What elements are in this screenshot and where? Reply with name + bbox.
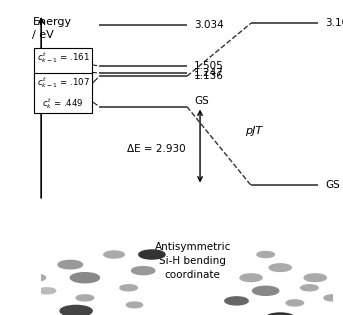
- Text: pJT: pJT: [245, 126, 262, 136]
- Circle shape: [257, 251, 274, 258]
- Circle shape: [131, 266, 155, 275]
- Circle shape: [252, 286, 279, 295]
- Text: / eV: / eV: [32, 30, 54, 40]
- Circle shape: [25, 274, 46, 281]
- Text: Antisymmetric
Si-H bending
coordinate: Antisymmetric Si-H bending coordinate: [155, 243, 231, 280]
- Circle shape: [300, 285, 318, 291]
- Circle shape: [286, 300, 304, 306]
- Circle shape: [240, 274, 262, 282]
- Text: GS: GS: [326, 180, 340, 191]
- Text: 3.108: 3.108: [326, 18, 343, 28]
- Circle shape: [38, 288, 56, 294]
- Text: 1.136: 1.136: [194, 71, 224, 81]
- Text: $c^{t}_{k-1}$ = .107
$c^{t}_{k}$ = .449: $c^{t}_{k-1}$ = .107 $c^{t}_{k}$ = .449: [37, 75, 90, 111]
- Circle shape: [139, 250, 165, 259]
- Circle shape: [324, 295, 341, 301]
- Text: 1.247: 1.247: [194, 68, 224, 78]
- Text: $c^{t}_{k-1}$ = .161
$c^{t}_{k}$ = .233: $c^{t}_{k-1}$ = .161 $c^{t}_{k}$ = .233: [37, 50, 90, 86]
- Circle shape: [269, 264, 291, 272]
- Circle shape: [304, 274, 326, 282]
- Circle shape: [76, 295, 94, 301]
- Text: Energy: Energy: [32, 17, 72, 27]
- Text: 3.034: 3.034: [194, 20, 224, 30]
- Text: 1.505: 1.505: [194, 61, 224, 71]
- Circle shape: [225, 297, 248, 305]
- Circle shape: [58, 261, 83, 269]
- Circle shape: [19, 260, 35, 266]
- Text: GS: GS: [194, 96, 209, 106]
- Circle shape: [126, 302, 143, 308]
- Text: ΔE = 2.930: ΔE = 2.930: [127, 144, 186, 154]
- Circle shape: [120, 285, 137, 291]
- Circle shape: [60, 306, 92, 315]
- Circle shape: [70, 273, 99, 283]
- Circle shape: [104, 251, 124, 258]
- Circle shape: [265, 313, 295, 315]
